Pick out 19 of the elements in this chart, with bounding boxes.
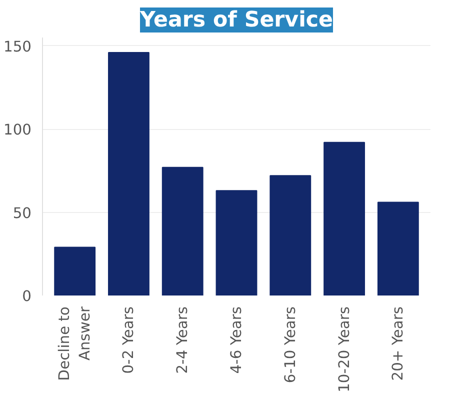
x-tick-label: 10-20 Years <box>336 306 353 392</box>
y-tick-label: 150 <box>4 38 32 56</box>
chart-title: Years of Service <box>139 8 334 32</box>
x-tick-label: 6-10 Years <box>282 306 299 384</box>
bar <box>54 246 96 296</box>
bar <box>270 175 312 296</box>
y-tick-label: 0 <box>22 288 32 305</box>
y-tick-label: 100 <box>4 122 32 139</box>
bar <box>162 166 204 296</box>
bar <box>108 52 150 296</box>
bar <box>324 142 365 296</box>
x-tick-label: 2-4 Years <box>174 306 192 374</box>
x-tick-label: 0-2 Years <box>120 306 138 374</box>
y-tick-label: 50 <box>12 204 32 222</box>
bar <box>377 202 419 296</box>
bar <box>216 190 258 296</box>
x-tick-label: 4-6 Years <box>228 306 245 374</box>
x-tick-label: 20+ Years <box>390 306 407 381</box>
x-tick-label: Decline to Answer <box>56 306 94 381</box>
